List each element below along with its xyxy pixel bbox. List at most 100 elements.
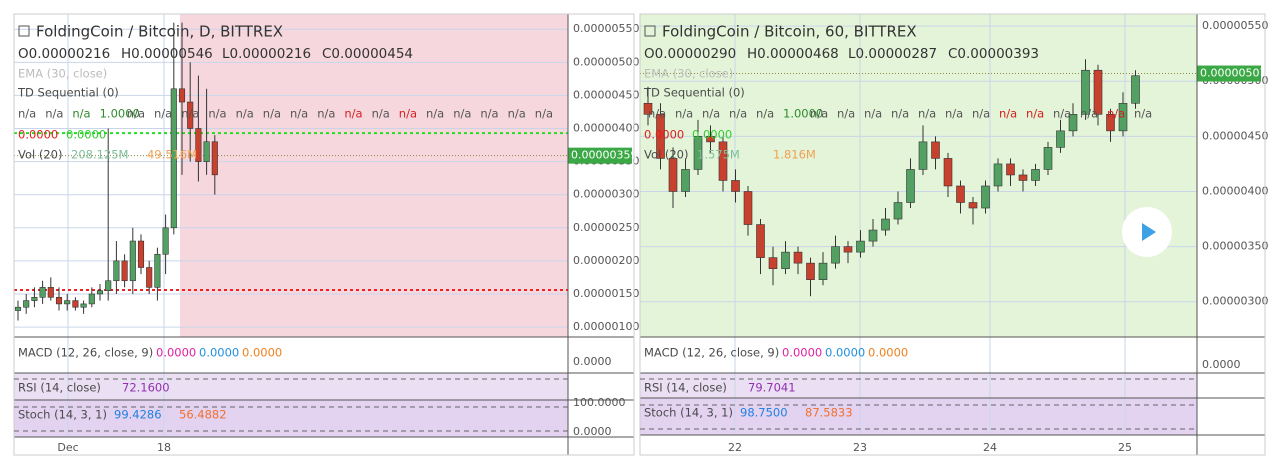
last-price-label: 0.00000507 [1200, 67, 1266, 80]
td-value: n/a [810, 107, 828, 121]
td-value: n/a [535, 107, 553, 121]
ohlc-value: H0.00000468 [747, 46, 839, 62]
price-tick-label: 0.00000300 [1202, 295, 1268, 308]
candle-body [756, 224, 765, 258]
candle-body [1056, 130, 1065, 148]
price-tick-label: 0.00000550 [1202, 19, 1268, 32]
candle-body [831, 246, 840, 264]
time-label: 24 [983, 441, 997, 454]
candle-body [643, 102, 653, 115]
time-label: 25 [1118, 441, 1132, 454]
td-sub-value: 0.0000 [644, 128, 684, 142]
td-value: n/a [1107, 107, 1125, 121]
macd-value: 0.0000 [782, 346, 822, 360]
candle-body [64, 300, 71, 305]
time-label: Dec [57, 441, 78, 454]
td-label: TD Sequential (0) [643, 86, 745, 100]
candle-body [856, 240, 865, 253]
chart-title: FoldingCoin / Bitcoin, 60, BITTREX [662, 23, 917, 41]
price-tick-label: 0.00000150 [573, 287, 639, 300]
play-icon[interactable] [1142, 223, 1156, 241]
td-value: n/a [1134, 107, 1152, 121]
td-value: n/a [648, 107, 666, 121]
td-value: n/a [290, 107, 308, 121]
td-value: n/a [918, 107, 936, 121]
candle-body [187, 101, 194, 129]
candle-body [121, 260, 128, 282]
td-value: n/a [675, 107, 693, 121]
td-label: TD Sequential (0) [17, 86, 119, 100]
vol-value: 1.575M [697, 148, 740, 162]
td-value: n/a [837, 107, 855, 121]
td-value: n/a [972, 107, 990, 121]
candle-body [968, 202, 978, 209]
price-tick-label: 0.00000300 [573, 188, 639, 201]
td-value: n/a [208, 107, 226, 121]
td-value: n/a [263, 107, 281, 121]
stoch-label: Stoch (14, 3, 1) [18, 408, 107, 422]
candle-body [170, 88, 177, 229]
td-value: n/a [729, 107, 747, 121]
candle-body [1043, 147, 1053, 170]
rsi-label: RSI (14, close) [644, 381, 727, 395]
td-value: n/a [72, 107, 90, 121]
candle-body [113, 260, 120, 282]
price-tick-label: 0.00000450 [573, 88, 639, 101]
collapse-icon [644, 25, 656, 37]
candle-body [137, 240, 145, 268]
candle-body [1118, 102, 1128, 132]
candle-body [14, 306, 22, 311]
stoch-value: 99.4286 [114, 408, 162, 422]
td-value: n/a [154, 107, 172, 121]
candle-body [80, 303, 87, 308]
panel-frame [13, 13, 635, 456]
candle-body [768, 257, 778, 269]
stoch-value: 98.7500 [740, 406, 788, 420]
ohlc-value: O0.00000290 [644, 46, 736, 62]
candle-body [178, 88, 186, 103]
candle-body [96, 290, 104, 295]
candle-body [1093, 69, 1103, 115]
ohlc-value: O0.00000216 [18, 46, 110, 62]
macd-value: 0.0000 [868, 346, 908, 360]
candle-body [781, 251, 790, 269]
candle-body [668, 158, 678, 192]
stoch-value: 87.5833 [805, 406, 853, 420]
candle-body [203, 141, 210, 162]
td-value: n/a [945, 107, 963, 121]
chart-background [640, 14, 1197, 337]
td-value: n/a [372, 107, 390, 121]
candle-body [31, 296, 38, 301]
candle-body [105, 280, 112, 291]
rsi-background [640, 373, 1197, 398]
td-value: n/a [18, 107, 36, 121]
vol-value: 208.125M [71, 148, 128, 162]
ohlc-value: C0.00000454 [322, 46, 413, 62]
price-tick-label: 0.00000350 [1202, 240, 1268, 253]
td-value: n/a [317, 107, 335, 121]
candle-body [656, 114, 665, 159]
macd-label: MACD (12, 26, close, 9) [644, 346, 779, 360]
ema-label: EMA (30, close) [18, 67, 107, 81]
td-value: n/a [344, 107, 362, 121]
time-label: 22 [728, 441, 742, 454]
rsi-value: 72.1600 [122, 381, 170, 395]
candle-body [1068, 114, 1078, 132]
ohlc-value: H0.00000546 [121, 46, 213, 62]
td-value: n/a [999, 107, 1017, 121]
td-sub-value: 0.0000 [66, 128, 106, 142]
td-value: n/a [127, 107, 145, 121]
candle-body [1081, 69, 1090, 115]
chart-background [180, 14, 568, 337]
candle-body [893, 202, 903, 220]
collapse-icon [18, 25, 30, 37]
time-label: 18 [157, 441, 171, 454]
candle-body [162, 227, 169, 255]
td-value: n/a [508, 107, 526, 121]
price-tick-label: 0.00000100 [573, 320, 639, 333]
candle-body [718, 141, 728, 181]
ema-label: EMA (30, close) [644, 67, 733, 81]
candle-body [681, 169, 690, 192]
candle-body [88, 293, 95, 305]
